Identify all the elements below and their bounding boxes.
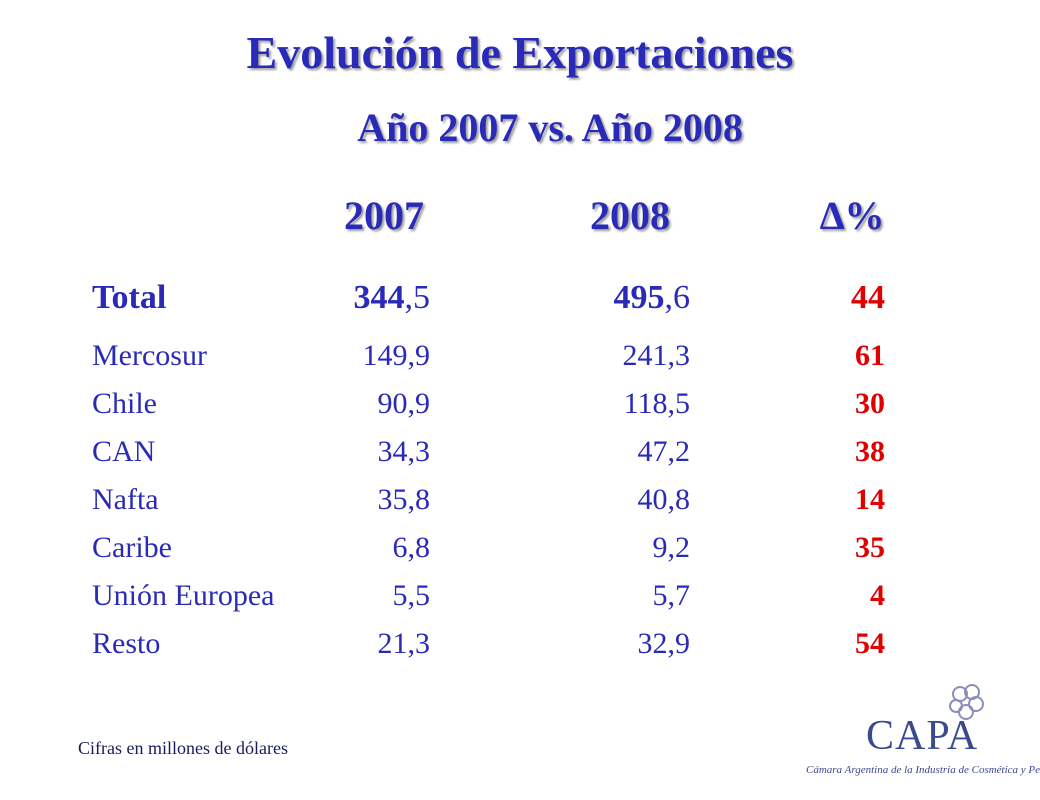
value-2008: 40,8 xyxy=(637,483,691,516)
value-delta: 61 xyxy=(855,339,885,372)
value-2008: 241,3 xyxy=(622,339,691,372)
flower-icon xyxy=(949,684,984,720)
value-delta: 38 xyxy=(855,435,885,468)
value-delta: 35 xyxy=(855,531,885,564)
row-label: Unión Europea xyxy=(92,579,275,612)
header-2008: 2008 xyxy=(590,193,670,238)
footnote: Cifras en millones de dólares xyxy=(78,738,288,758)
table-row: Caribe 6,8 9,2 35 xyxy=(0,528,1040,580)
value-delta: 14 xyxy=(855,483,885,516)
value-2008: 495,6 xyxy=(613,279,691,316)
value-2007: 21,3 xyxy=(377,627,431,660)
value-2007: 90,9 xyxy=(377,387,431,420)
table-row: Resto 21,3 32,9 54 xyxy=(0,624,1040,676)
value-2008: 9,2 xyxy=(652,531,691,564)
value-2007: 34,3 xyxy=(377,435,431,468)
value-2007: 5,5 xyxy=(392,579,431,612)
capa-logo: CAPA Cámara Argentina de la Industria de… xyxy=(800,682,1040,792)
table-row: Nafta 35,8 40,8 14 xyxy=(0,480,1040,532)
value-delta: 30 xyxy=(855,387,885,420)
row-label: Caribe xyxy=(92,531,172,564)
value-delta: 54 xyxy=(855,627,885,660)
table-row-total: Total 344,5 495,6 44 xyxy=(0,278,1040,330)
value-delta: 4 xyxy=(870,579,885,612)
logo-name: CAPA xyxy=(866,713,979,759)
logo-tagline: Cámara Argentina de la Industria de Cosm… xyxy=(806,764,1040,776)
value-2008: 118,5 xyxy=(623,387,690,420)
table-row: Chile 90,9 118,5 30 xyxy=(0,384,1040,436)
header-delta: ∆% xyxy=(820,193,885,238)
value-2007: 344,5 xyxy=(353,279,431,316)
row-label: Chile xyxy=(92,387,157,420)
table-row: Unión Europea 5,5 5,7 4 xyxy=(0,576,1040,628)
page-title: Evolución de Exportaciones xyxy=(246,27,794,78)
row-label: Total xyxy=(92,279,167,316)
value-2008: 5,7 xyxy=(652,579,691,612)
header-2007: 2007 xyxy=(344,193,424,238)
page-subtitle: Año 2007 vs. Año 2008 xyxy=(357,105,743,150)
value-2008: 47,2 xyxy=(637,435,691,468)
row-label: CAN xyxy=(92,435,156,468)
table-row: CAN 34,3 47,2 38 xyxy=(0,432,1040,484)
row-label: Mercosur xyxy=(92,339,207,372)
value-2007: 149,9 xyxy=(362,339,431,372)
value-2007: 35,8 xyxy=(377,483,431,516)
table-row: Mercosur 149,9 241,3 61 xyxy=(0,336,1040,388)
value-delta: 44 xyxy=(851,279,885,316)
row-label: Nafta xyxy=(92,483,159,516)
value-2007: 6,8 xyxy=(392,531,431,564)
row-label: Resto xyxy=(92,627,161,660)
value-2008: 32,9 xyxy=(637,627,691,660)
